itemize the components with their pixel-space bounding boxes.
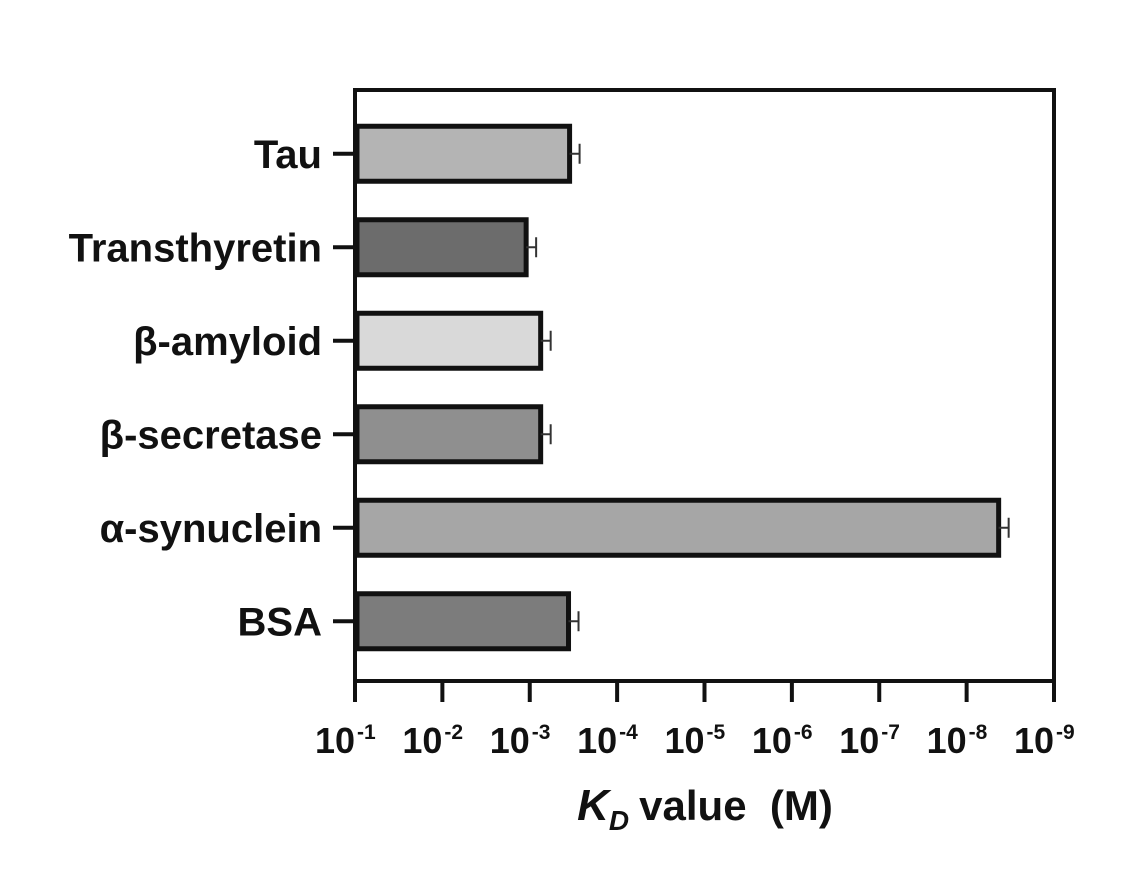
x-tick-label-exponent: -7	[881, 721, 900, 744]
x-tick-label: 10-7	[839, 720, 900, 761]
x-tick-label: 10-8	[927, 720, 988, 761]
x-tick-label-exponent: -5	[707, 721, 726, 744]
y-tick-label: β-secretase	[100, 413, 322, 457]
x-tick-label-base: 10	[577, 720, 617, 761]
x-axis-title: KDvalue (M)	[577, 781, 833, 836]
x-tick-label-base: 10	[927, 720, 967, 761]
bar--synuclein	[357, 500, 999, 555]
x-tick-label-exponent: -4	[619, 721, 638, 744]
x-tick-label-exponent: -2	[444, 721, 463, 744]
bars-group	[357, 126, 999, 649]
x-tick-label-exponent: -8	[969, 721, 988, 744]
x-tick-label-exponent: -1	[357, 721, 376, 744]
y-tick-label: BSA	[238, 600, 322, 644]
y-tick-label: Transthyretin	[69, 226, 322, 270]
x-tick-label-base: 10	[315, 720, 355, 761]
x-tick-label: 10-5	[665, 720, 726, 761]
x-tick-label: 10-3	[490, 720, 551, 761]
x-axis-title-symbol: K	[577, 781, 612, 830]
x-tick-label-base: 10	[490, 720, 530, 761]
x-tick-label-base: 10	[752, 720, 792, 761]
x-tick-label: 10-6	[752, 720, 813, 761]
x-tick-label-exponent: -6	[794, 721, 813, 744]
x-tick-label-base: 10	[665, 720, 705, 761]
bar-bsa	[357, 594, 569, 649]
x-tick-label: 10-9	[1014, 720, 1075, 761]
x-tick-label-base: 10	[839, 720, 879, 761]
x-tick-label-base: 10	[402, 720, 442, 761]
y-tick-label: β-amyloid	[133, 320, 322, 364]
x-ticks-group: 10-110-210-310-410-510-610-710-810-9	[315, 681, 1075, 761]
bar-transthyretin	[357, 220, 526, 275]
bar--secretase	[357, 407, 541, 462]
x-tick-label-exponent: -9	[1056, 721, 1075, 744]
y-tick-label: α-synuclein	[100, 507, 322, 551]
x-axis-title-text: value (M)	[639, 782, 833, 829]
x-tick-label: 10-2	[402, 720, 463, 761]
x-tick-label: 10-1	[315, 720, 376, 761]
error-bars-group	[526, 144, 1009, 632]
y-tick-label: Tau	[254, 133, 322, 177]
bar-tau	[357, 126, 570, 181]
x-tick-label: 10-4	[577, 720, 638, 761]
x-tick-label-base: 10	[1014, 720, 1054, 761]
x-axis-title-subscript: D	[609, 805, 629, 836]
y-ticks-group: Tau Transthyretin β-amyloid β-secretase α-sy…	[69, 133, 355, 645]
bar--amyloid	[357, 313, 541, 368]
x-tick-label-exponent: -3	[532, 721, 551, 744]
